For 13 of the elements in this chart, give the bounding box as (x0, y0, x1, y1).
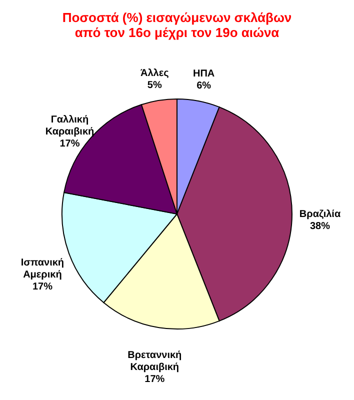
data-label: 17% (32, 281, 53, 292)
data-label: 17% (144, 374, 165, 386)
slice-label: Γαλλική Καραιβική (45, 114, 94, 138)
data-label: 6% (196, 80, 212, 92)
data-label: 38% (310, 221, 330, 232)
slice-label: Άλλες (140, 68, 169, 79)
data-label: 5% (147, 80, 162, 91)
slice-label: Βρεταννική Καραιβική (128, 350, 182, 374)
slice-label: Ισπανική Αμερική (20, 257, 64, 280)
slice-label: Βραζιλία (299, 209, 342, 220)
data-label: 17% (60, 138, 80, 150)
chart-title: Ποσοστά (%) εισαγώμενων σκλάβων από τον 16ο μέχρι τον 19ο αιώνα (62, 10, 292, 40)
slice-label: ΗΠΑ (192, 68, 215, 80)
